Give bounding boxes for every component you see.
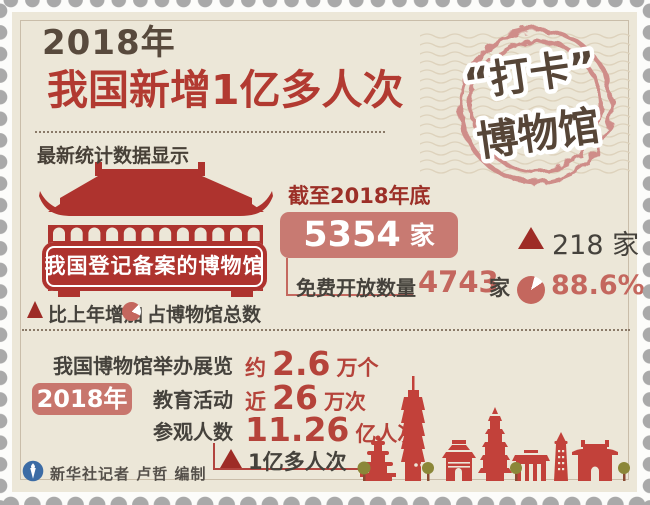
check-in-badge: “打卡” 博物馆 xyxy=(455,25,613,183)
value-unit: 万次 xyxy=(323,390,366,414)
visitors-increase-note: 1亿多人次 xyxy=(248,450,347,474)
total-count-value: 5354 xyxy=(303,214,401,255)
badge-outer-ring xyxy=(455,25,613,183)
subtitle: 最新统计数据显示 xyxy=(37,145,190,167)
value-number: 26 xyxy=(272,378,318,417)
perforation-edge-left xyxy=(0,0,9,505)
free-admission-unit: 家 xyxy=(489,276,510,300)
xinhua-logo-icon xyxy=(22,460,44,482)
value-unit: 万个 xyxy=(336,356,379,380)
legend-share-label: 占博物馆总数 xyxy=(147,304,262,326)
value-number: 2.6 xyxy=(272,344,331,383)
divider-middle xyxy=(22,329,630,331)
row-value-exhibitions: 约 2.6 万个 xyxy=(245,344,378,384)
free-admission-value: 4743 xyxy=(418,265,499,299)
badge-text-line1: “打卡” xyxy=(461,43,599,107)
value-prefix: 约 xyxy=(245,356,266,380)
museum-plaque: 我国登记备案的博物馆 xyxy=(42,242,267,291)
badge-inner-ring xyxy=(467,37,601,171)
up-triangle-icon xyxy=(220,449,242,468)
value-prefix: 近 xyxy=(245,390,266,414)
free-admission-label: 免费开放数量 xyxy=(296,276,416,300)
title-year: 2018年 xyxy=(42,23,176,63)
year-badge: 2018年 xyxy=(32,383,132,415)
divider-top xyxy=(35,131,385,133)
legend-increase-label: 比上年增加 xyxy=(48,304,144,326)
badge-text-line2: 博物馆 xyxy=(474,101,602,166)
free-admission-share: 88.6% xyxy=(551,270,645,301)
perforation-edge-bottom xyxy=(0,495,650,505)
up-triangle-icon xyxy=(27,301,43,318)
connector-line xyxy=(213,468,373,470)
connector-line xyxy=(286,294,413,296)
inner-frame xyxy=(20,20,629,480)
row-label-exhibitions: 我国博物馆举办展览 xyxy=(53,354,233,378)
perforation-edge-right xyxy=(641,0,650,505)
connector-line xyxy=(213,443,215,470)
pie-chart-icon xyxy=(122,302,141,321)
row-label-education: 教育活动 xyxy=(153,388,233,412)
value-number: 11.26 xyxy=(245,410,350,449)
total-count-unit: 家 xyxy=(409,220,435,250)
credit-text: 新华社记者 卢哲 编制 xyxy=(50,465,207,483)
asof-label: 截至2018年底 xyxy=(288,184,431,208)
up-triangle-icon xyxy=(518,227,544,249)
row-value-education: 近 26 万次 xyxy=(245,378,366,418)
row-label-visitors: 参观人数 xyxy=(153,420,233,444)
perforation-edge-top xyxy=(0,0,650,9)
landmark-skyline-icon xyxy=(357,376,630,481)
pie-chart-icon xyxy=(517,276,545,304)
connector-line xyxy=(286,258,288,296)
total-count-bar: 5354 家 xyxy=(280,212,458,258)
page-title: 我国新增1亿多人次 xyxy=(47,66,404,114)
increase-value: 218 家 xyxy=(552,230,640,261)
tree-icons xyxy=(357,461,630,481)
